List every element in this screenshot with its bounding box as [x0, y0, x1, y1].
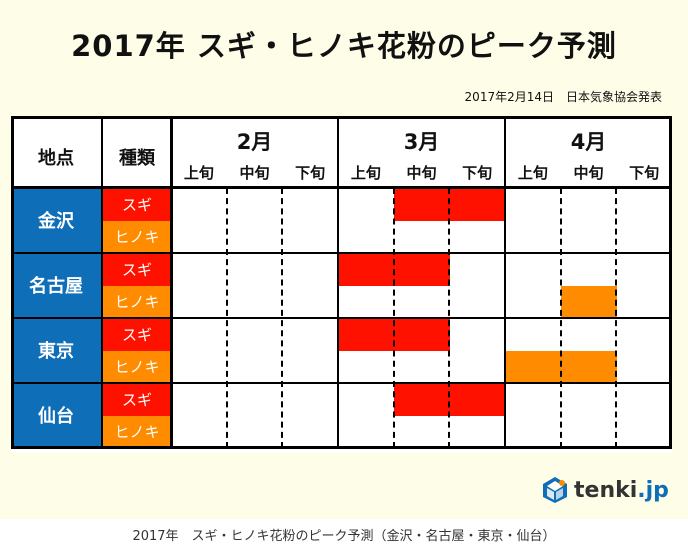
- city-cell: 金沢: [11, 188, 101, 252]
- peak-bar-hinoki: [560, 285, 617, 318]
- chart-card: 2017年 スギ・ヒノキ花粉のピーク予測 2017年2月14日 日本気象協会発表…: [0, 0, 688, 519]
- plant-cell-sugi: スギ: [103, 188, 171, 221]
- dekad-divider: [281, 188, 284, 448]
- city-cell: 東京: [11, 318, 101, 382]
- month-label: 3月: [403, 130, 440, 154]
- peak-bar-sugi: [449, 383, 506, 416]
- dekad-label: 中旬: [573, 164, 604, 182]
- month-label: 4月: [570, 130, 607, 154]
- tenki-logo: tenki.jp: [540, 474, 669, 506]
- dekad-label: 下旬: [295, 164, 326, 182]
- dekad-divider: [392, 188, 395, 448]
- grid-border-bottom: [11, 446, 672, 449]
- month-divider: [504, 116, 506, 448]
- plant-cell-sugi: スギ: [103, 383, 171, 416]
- peak-bar-sugi: [393, 188, 450, 221]
- city-cell: 仙台: [11, 383, 101, 447]
- header-divider: [11, 186, 672, 189]
- city-cell: 名古屋: [11, 253, 101, 317]
- dekad-label: 上旬: [350, 164, 381, 182]
- tenki-logo-icon: [543, 477, 567, 503]
- logo-name: tenki: [574, 477, 638, 503]
- plant-cell-hinoki: ヒノキ: [103, 220, 171, 252]
- plant-cell-hinoki: ヒノキ: [103, 350, 171, 382]
- peak-bar-sugi: [338, 318, 395, 351]
- plant-cell-sugi: スギ: [103, 318, 171, 351]
- dekad-divider: [615, 188, 618, 448]
- peak-bar-sugi: [449, 188, 506, 221]
- dekad-label: 下旬: [629, 164, 660, 182]
- peak-bar-hinoki: [505, 350, 562, 383]
- tenki-logo-text: tenki.jp: [574, 478, 669, 503]
- dekad-divider: [448, 188, 451, 448]
- dekad-divider: [559, 188, 562, 448]
- column-divider: [101, 116, 103, 448]
- plant-cell-hinoki: ヒノキ: [103, 415, 171, 447]
- plant-cell-sugi: スギ: [103, 253, 171, 286]
- dekad-label: 上旬: [517, 164, 548, 182]
- plant-cell-hinoki: ヒノキ: [103, 285, 171, 317]
- month-label: 2月: [236, 130, 273, 154]
- city-divider: [11, 317, 672, 319]
- month-divider: [337, 116, 339, 448]
- dekad-label: 上旬: [183, 164, 214, 182]
- dekad-label: 中旬: [239, 164, 270, 182]
- peak-bar-sugi: [393, 383, 450, 416]
- dekad-label: 下旬: [462, 164, 493, 182]
- header-type: 種類: [119, 148, 155, 169]
- grid-border-right: [669, 116, 672, 448]
- header-location: 地点: [38, 148, 74, 169]
- chart-title: 2017年 スギ・ヒノキ花粉のピーク予測: [71, 29, 617, 63]
- peak-bar-sugi: [338, 253, 395, 286]
- image-caption: 2017年 スギ・ヒノキ花粉のピーク予測（金沢・名古屋・東京・仙台）: [132, 529, 556, 544]
- city-divider: [11, 382, 672, 384]
- peak-bar-sugi: [393, 318, 450, 351]
- peak-bar-hinoki: [560, 350, 617, 383]
- peak-bar-sugi: [393, 253, 450, 286]
- grid-border-left: [11, 116, 14, 448]
- source-note: 2017年2月14日 日本気象協会発表: [464, 90, 662, 104]
- grid-border-top: [11, 116, 672, 119]
- dekad-divider: [225, 188, 228, 448]
- city-divider: [11, 252, 672, 254]
- pollen-table: 地点 種類 2月 上旬 中旬 下旬 3月 上旬 中旬 下旬 4月 上旬 中旬 下旬 金沢 スギ ヒノキ 名古屋…: [11, 116, 672, 453]
- dekad-label: 中旬: [406, 164, 437, 182]
- column-divider: [170, 116, 173, 448]
- logo-suffix: .jp: [637, 477, 669, 503]
